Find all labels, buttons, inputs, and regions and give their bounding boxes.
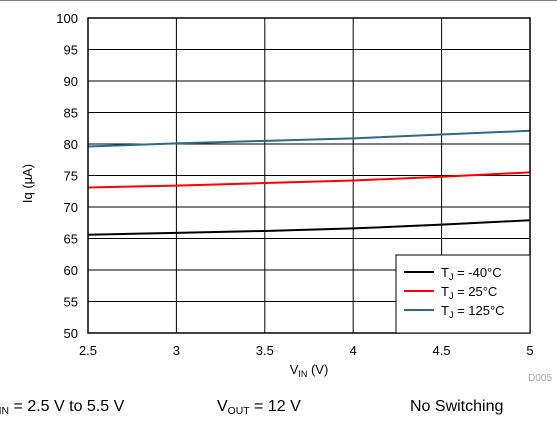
y-tick-label: 95 [64,43,78,58]
y-tick-label: 70 [64,200,78,215]
x-tick-label: 3.5 [256,343,274,358]
y-tick-label: 100 [56,11,78,26]
series-lines [87,129,531,236]
legend-label-sub: J [449,291,454,301]
legend-label-0: TJ = -40°C [441,265,502,282]
figure-code: D005 [528,373,552,384]
legend-label-2: TJ = 125°C [441,303,505,320]
series-line-1 [87,171,531,189]
top-rule [0,0,557,1]
legend-label-1: TJ = 25°C [441,284,497,301]
legend-label-sub: J [449,310,454,320]
legend-label-main: T [441,284,449,299]
legend-label-sub: J [449,272,454,282]
x-tick-label: 3 [173,343,180,358]
y-tick-label: 75 [64,169,78,184]
condition-vout: VOUT = 12 V [217,398,301,418]
condition-vout-value: = 12 V [249,398,301,415]
iq-vs-vin-chart: 2.5 3 3.5 4 4.5 5 50 55 60 65 70 75 80 85 90 95 100 Iq … [20,11,552,384]
y-tick-label: 50 [64,326,78,341]
legend-label-main: T [441,303,449,318]
x-axis-label-sub: IN [298,369,307,379]
y-tick-label: 80 [64,137,78,152]
series-line-2 [87,129,531,148]
condition-vout-sub: OUT [227,406,250,418]
x-axis-label-main: V [290,362,299,377]
condition-vin-value: = 2.5 V to 5.5 V [9,398,125,415]
legend-box [395,254,531,334]
y-tick-label: 60 [64,263,78,278]
legend-label-main: T [441,265,449,280]
condition-vout-main: V [217,398,228,415]
plot-frame [87,17,531,334]
x-tick-label: 4.5 [433,343,451,358]
x-tick-label: 2.5 [79,343,97,358]
x-axis-label-unit: (V) [307,362,328,377]
condition-vin: VIN = 2.5 V to 5.5 V [0,398,125,418]
y-tick-label: 65 [64,232,78,247]
x-tick-label: 5 [526,343,533,358]
x-tick-labels: 2.5 3 3.5 4 4.5 5 [79,343,534,358]
condition-switching: No Switching [410,398,504,415]
legend-label-rest: = 125°C [453,303,504,318]
condition-vin-sub: IN [0,406,10,418]
y-tick-label: 85 [64,106,78,121]
y-tick-label: 55 [64,295,78,310]
series-line-0 [87,219,531,236]
x-axis-label: VIN (V) [290,362,329,379]
legend-label-rest: = -40°C [453,265,501,280]
legend-label-rest: = 25°C [453,284,497,299]
y-axis-label: Iq (µA) [20,164,35,203]
x-tick-label: 4 [350,343,357,358]
y-tick-labels: 50 55 60 65 70 75 80 85 90 95 100 [56,11,78,341]
y-tick-label: 90 [64,74,78,89]
legend: TJ = -40°CTJ = 25°CTJ = 125°C [395,254,531,334]
